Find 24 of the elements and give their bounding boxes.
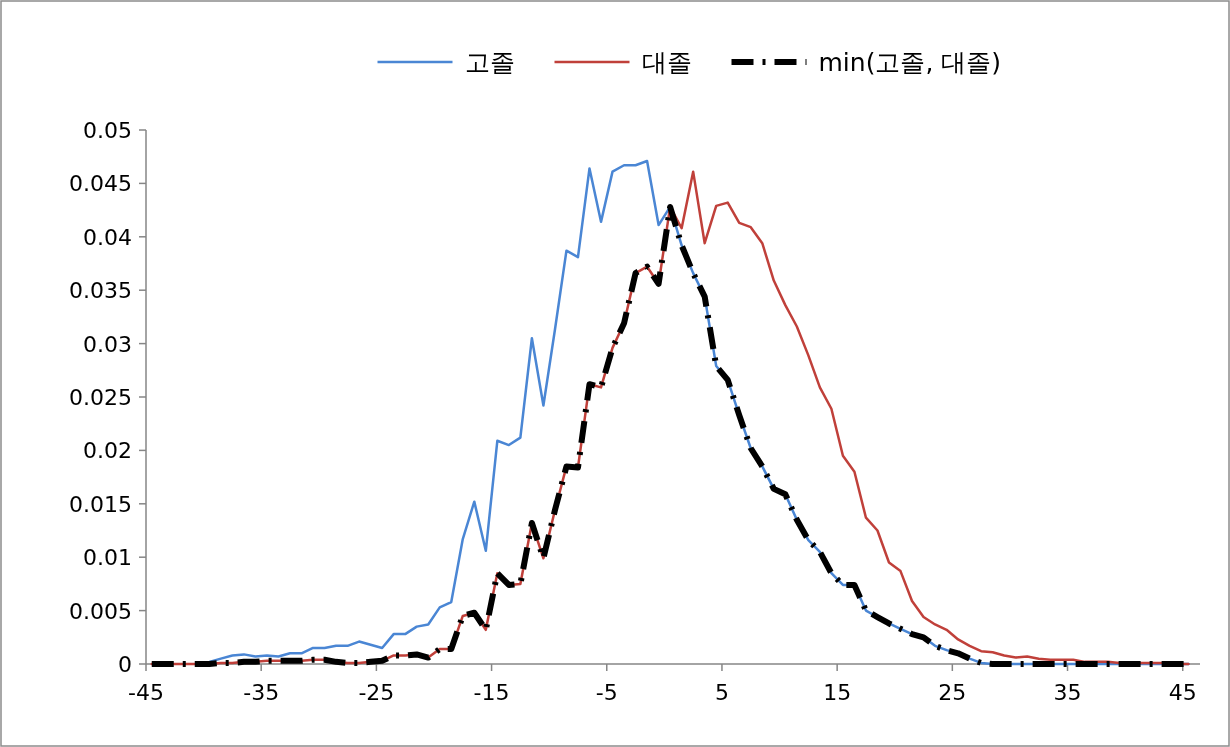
x-tick-label: -15 (473, 680, 510, 705)
y-tick-label: 0.005 (69, 598, 132, 624)
legend-label: 대졸 (641, 48, 692, 77)
y-tick-label: 0.035 (69, 278, 132, 304)
x-tick-label: 25 (938, 680, 967, 705)
legend-label: 고졸 (464, 48, 515, 77)
y-tick-label: 0.01 (83, 545, 132, 571)
x-tick-label: 15 (823, 680, 852, 705)
x-tick-label: 35 (1053, 680, 1082, 705)
x-tick-label: -35 (243, 680, 280, 705)
x-tick-label: 45 (1168, 680, 1197, 705)
y-tick-label: 0.03 (83, 331, 132, 357)
y-tick-label: 0.015 (69, 491, 132, 517)
y-tick-label: 0 (118, 652, 132, 677)
y-tick-label: 0.02 (83, 438, 132, 464)
y-tick-label: 0.05 (83, 118, 132, 143)
x-tick-label: -45 (128, 680, 164, 705)
y-tick-label: 0.025 (69, 385, 132, 410)
x-tick-label: 5 (714, 680, 729, 705)
y-tick-label: 0.04 (83, 224, 132, 250)
x-tick-label: -5 (595, 680, 618, 705)
legend-label: min(고졸, 대졸) (818, 48, 1002, 77)
y-tick-label: 0.045 (69, 171, 132, 197)
x-tick-label: -25 (358, 680, 395, 705)
